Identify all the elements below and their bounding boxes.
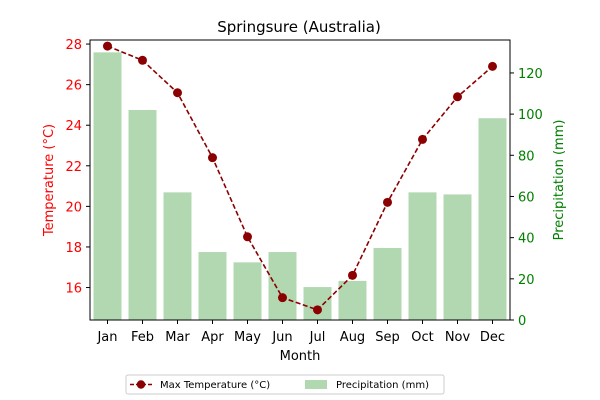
x-tick-label: Feb: [131, 330, 154, 345]
legend-bar-swatch: [305, 380, 327, 389]
right-tick-label: 0: [518, 314, 526, 329]
plot-frame: [89, 39, 511, 321]
legend-box: [125, 374, 445, 395]
x-tick-label: May: [234, 330, 261, 345]
x-tick-label: Dec: [480, 330, 505, 345]
legend: Max Temperature (°C) Precipitation (mm): [125, 374, 445, 395]
left-tick-label: 26: [65, 79, 82, 94]
temperature-point-oct: [418, 134, 427, 144]
temperature-point-feb: [138, 55, 147, 65]
chart-title: Springsure (Australia): [217, 18, 381, 36]
left-axis-label: Temperature (°C): [42, 124, 57, 237]
x-tick-label: Mar: [165, 330, 190, 345]
precipitation-bar-feb: [128, 110, 157, 320]
temperature-point-mar: [173, 88, 182, 98]
legend-marker-swatch: [136, 380, 146, 389]
x-tick-label: Sep: [375, 330, 400, 345]
right-tick-label: 120: [518, 67, 543, 82]
left-tick-label: 22: [65, 160, 82, 175]
right-tick-label: 20: [518, 273, 535, 288]
temperature-point-sep: [383, 197, 392, 207]
right-tick-label: 40: [518, 232, 535, 247]
precipitation-bar-jun: [268, 252, 297, 320]
right-tick-label: 60: [518, 190, 535, 205]
x-tick-label: Nov: [445, 330, 471, 345]
left-tick-label: 28: [65, 38, 82, 53]
precipitation-bar-sep: [373, 247, 402, 320]
temperature-line: [103, 41, 497, 315]
legend-precipitation-label: Precipitation (mm): [336, 380, 429, 391]
x-tick-label: Jan: [96, 330, 117, 345]
right-tick-label: 80: [518, 149, 535, 164]
temperature-point-may: [243, 232, 252, 242]
precipitation-bar-may: [233, 262, 262, 320]
left-tick-label: 20: [65, 200, 82, 215]
temperature-point-dec: [488, 61, 497, 71]
x-tick-label: Apr: [201, 330, 224, 345]
precipitation-bar-aug: [338, 280, 367, 320]
right-tick-label: 100: [518, 108, 543, 123]
precipitation-bar-jan: [93, 52, 122, 321]
x-axis-ticks: Jan Feb Mar Apr May Jun Jul Aug Sep Oct Nov Dec: [96, 320, 505, 345]
precipitation-bar-mar: [163, 192, 192, 320]
temperature-point-aug: [348, 270, 357, 280]
x-tick-label: Aug: [340, 330, 365, 345]
temperature-line-path: [107, 45, 494, 311]
x-axis-label: Month: [280, 349, 321, 364]
left-tick-label: 18: [65, 241, 82, 256]
temperature-point-jan: [103, 41, 112, 51]
precipitation-bar-apr: [198, 252, 227, 320]
left-tick-label: 24: [65, 119, 82, 134]
precipitation-bar-dec: [478, 118, 507, 320]
precipitation-bar-nov: [443, 194, 472, 320]
right-axis-label: Precipitation (mm): [552, 120, 567, 241]
left-axis-ticks: 16 18 20 22 24 26 28: [65, 38, 90, 297]
temperature-point-jun: [278, 293, 287, 303]
right-axis-ticks: 0 20 40 60 80 100 120: [510, 67, 543, 329]
temperature-point-apr: [208, 153, 217, 163]
left-tick-label: 16: [65, 282, 82, 297]
precipitation-bars: [93, 52, 507, 321]
precipitation-bar-jul: [303, 287, 332, 320]
temperature-point-nov: [453, 92, 462, 102]
precipitation-bar-oct: [408, 192, 437, 320]
x-tick-label: Jun: [271, 330, 292, 345]
x-tick-label: Jul: [309, 330, 326, 345]
legend-temperature-label: Max Temperature (°C): [160, 380, 270, 391]
x-tick-label: Oct: [411, 330, 433, 345]
temperature-point-jul: [313, 305, 322, 315]
